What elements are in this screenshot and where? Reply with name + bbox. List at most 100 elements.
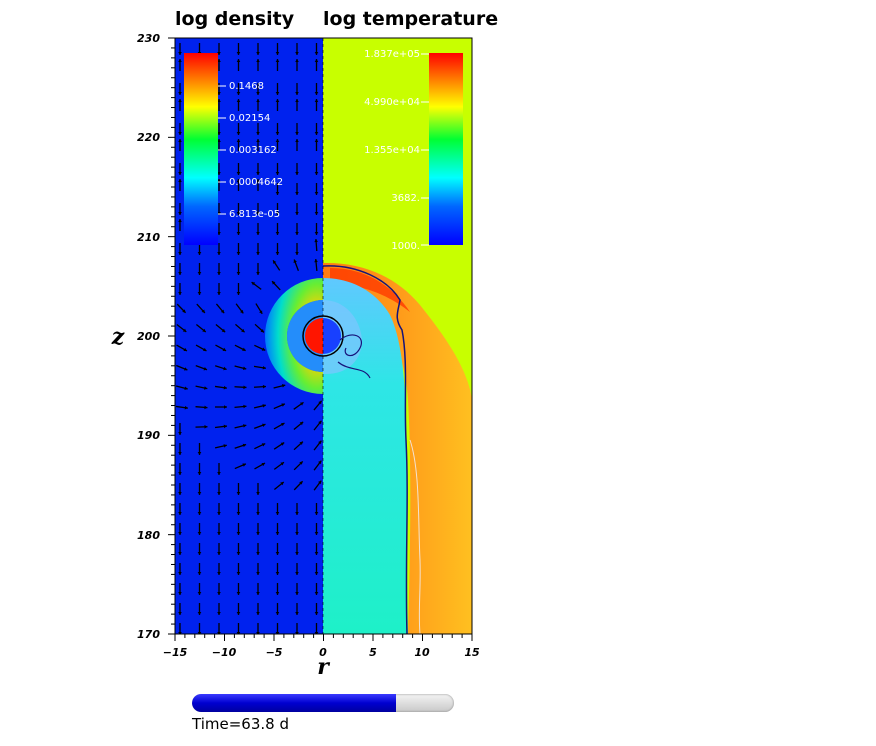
velocity-arrow <box>256 139 260 151</box>
velocity-arrow <box>178 283 182 295</box>
velocity-arrow <box>256 59 260 71</box>
velocity-arrow <box>314 563 319 575</box>
velocity-arrow <box>275 183 280 195</box>
velocity-arrow <box>295 583 299 595</box>
velocity-arrow <box>217 283 221 295</box>
velocity-arrow <box>273 461 285 470</box>
velocity-arrow <box>313 400 323 411</box>
velocity-arrow <box>313 460 322 471</box>
velocity-arrow <box>293 460 304 471</box>
velocity-arrow <box>217 163 221 175</box>
x-tick-label: −15 <box>163 646 188 659</box>
velocity-arrow <box>275 99 280 111</box>
velocity-arrow <box>217 563 221 575</box>
velocity-arrow <box>217 139 221 151</box>
velocity-arrow <box>236 99 241 111</box>
velocity-arrow <box>313 480 322 491</box>
density-panel-title: log density <box>175 8 295 30</box>
velocity-arrow <box>178 99 182 111</box>
y-axis: 230 220 210 200 190 180 170 z <box>111 32 161 641</box>
velocity-arrow <box>176 303 187 314</box>
velocity-arrow <box>314 583 319 595</box>
velocity-arrow <box>295 563 299 575</box>
velocity-arrow <box>314 523 319 535</box>
velocity-arrow <box>256 83 260 95</box>
velocity-arrow <box>314 183 319 195</box>
velocity-arrow <box>178 123 182 135</box>
temperature-colorbar-label: 1.837e+05 <box>364 49 420 60</box>
velocity-arrow <box>254 442 266 450</box>
velocity-arrow <box>275 59 280 71</box>
velocity-arrow <box>176 344 188 352</box>
velocity-arrow <box>236 139 241 151</box>
velocity-arrow <box>236 263 241 275</box>
y-tick-label: 180 <box>137 529 160 542</box>
time-slider-fill <box>192 694 397 712</box>
velocity-arrow <box>214 424 228 429</box>
velocity-arrow <box>273 403 286 410</box>
velocity-arrow <box>314 238 318 252</box>
velocity-arrow <box>295 139 299 151</box>
velocity-arrow <box>235 323 246 333</box>
velocity-arrow <box>256 543 260 555</box>
velocity-arrow <box>295 43 299 55</box>
velocity-arrow <box>314 59 319 71</box>
velocity-arrow <box>236 43 241 55</box>
time-slider[interactable] <box>192 694 454 712</box>
velocity-arrow <box>254 423 266 429</box>
velocity-arrow <box>197 443 202 455</box>
velocity-arrow <box>295 163 299 175</box>
velocity-arrow <box>256 163 260 175</box>
velocity-arrow <box>195 365 208 371</box>
temperature-colorbar-label: 1.355e+04 <box>364 145 420 156</box>
velocity-arrow <box>293 441 304 451</box>
velocity-arrow <box>256 583 260 595</box>
velocity-arrow <box>178 463 182 475</box>
velocity-arrow <box>275 43 280 55</box>
velocity-arrow <box>236 83 241 95</box>
x-tick-label: −5 <box>266 646 283 659</box>
x-tick-label: 15 <box>464 646 480 659</box>
temperature-colorbar: 1.837e+05 4.990e+04 1.355e+04 3682. 1000… <box>364 49 463 252</box>
velocity-arrow <box>256 123 260 135</box>
velocity-arrow <box>197 463 202 475</box>
velocity-arrow <box>217 59 221 71</box>
velocity-arrow <box>214 444 227 449</box>
velocity-arrow <box>176 324 187 333</box>
velocity-arrow <box>236 243 241 255</box>
velocity-arrow <box>217 243 221 255</box>
velocity-arrow <box>256 263 260 275</box>
velocity-arrow <box>275 523 280 535</box>
density-panel <box>175 38 323 634</box>
velocity-arrow <box>314 223 319 235</box>
velocity-arrow <box>217 483 221 495</box>
velocity-arrow <box>197 563 202 575</box>
x-axis-label: r <box>317 654 330 680</box>
velocity-arrow <box>255 303 263 315</box>
velocity-arrow <box>293 401 304 410</box>
tick-marks <box>168 37 473 641</box>
density-colorbar-label: 0.0004642 <box>229 177 283 188</box>
velocity-arrow <box>273 422 285 430</box>
velocity-arrow <box>314 503 319 515</box>
velocity-arrow <box>175 385 188 391</box>
velocity-arrow <box>275 503 280 515</box>
y-tick-label: 210 <box>137 231 160 244</box>
velocity-arrow <box>197 263 202 275</box>
velocity-arrow <box>313 420 322 431</box>
velocity-arrow <box>236 563 241 575</box>
velocity-arrow <box>214 385 228 390</box>
velocity-arrow <box>275 563 280 575</box>
velocity-arrow <box>295 243 299 255</box>
velocity-arrow <box>235 303 244 314</box>
velocity-arrow <box>197 603 202 615</box>
velocity-arrow <box>236 123 241 135</box>
velocity-arrow <box>314 99 319 111</box>
velocity-arrow <box>234 404 247 409</box>
velocity-arrow <box>273 481 285 491</box>
velocity-arrow <box>236 163 241 175</box>
velocity-arrow <box>273 384 286 389</box>
velocity-arrow <box>178 83 182 95</box>
velocity-arrow <box>236 203 241 215</box>
